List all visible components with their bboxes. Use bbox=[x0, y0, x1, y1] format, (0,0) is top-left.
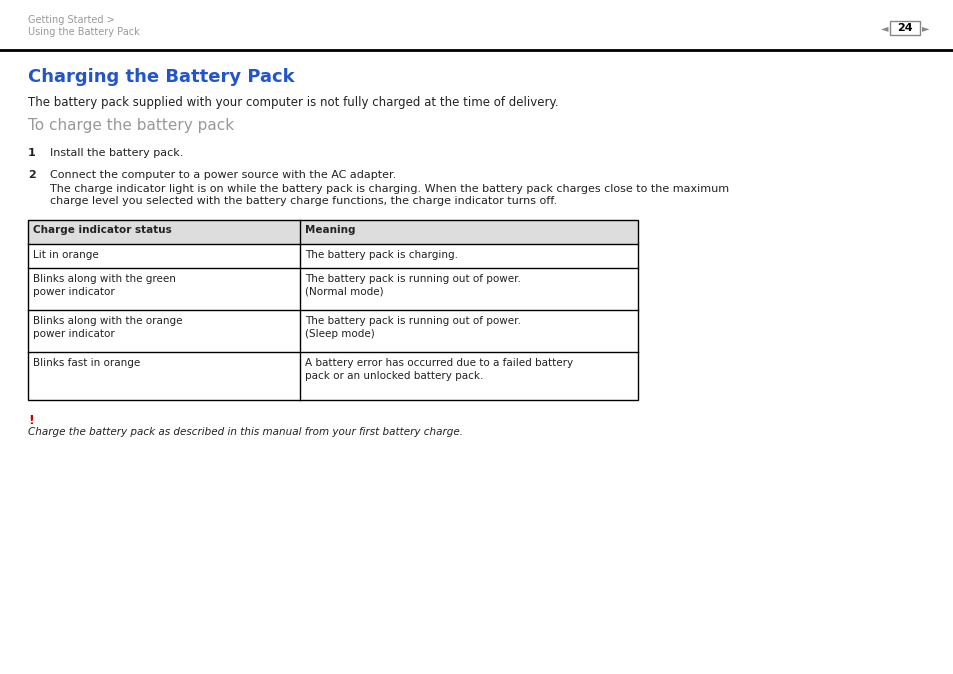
Bar bbox=[28, 220, 638, 400]
Text: charge level you selected with the battery charge functions, the charge indicato: charge level you selected with the batte… bbox=[50, 196, 557, 206]
Text: Using the Battery Pack: Using the Battery Pack bbox=[28, 27, 139, 37]
Text: 2: 2 bbox=[28, 170, 35, 180]
Text: The battery pack is charging.: The battery pack is charging. bbox=[305, 250, 457, 260]
Text: Charge the battery pack as described in this manual from your first battery char: Charge the battery pack as described in … bbox=[28, 427, 462, 437]
Text: The battery pack is running out of power.: The battery pack is running out of power… bbox=[305, 274, 520, 284]
Text: (Sleep mode): (Sleep mode) bbox=[305, 329, 375, 339]
Text: Getting Started >: Getting Started > bbox=[28, 15, 114, 25]
Text: ◄: ◄ bbox=[880, 23, 887, 33]
Text: Blinks fast in orange: Blinks fast in orange bbox=[33, 358, 140, 368]
Text: Install the battery pack.: Install the battery pack. bbox=[50, 148, 183, 158]
Text: 24: 24 bbox=[896, 23, 912, 33]
Text: Charge indicator status: Charge indicator status bbox=[33, 225, 172, 235]
Text: ►: ► bbox=[921, 23, 928, 33]
Text: Blinks along with the green: Blinks along with the green bbox=[33, 274, 175, 284]
Bar bbox=[28, 220, 638, 244]
Bar bbox=[889, 21, 919, 35]
Text: A battery error has occurred due to a failed battery: A battery error has occurred due to a fa… bbox=[305, 358, 573, 368]
Text: power indicator: power indicator bbox=[33, 329, 114, 339]
Text: Meaning: Meaning bbox=[305, 225, 355, 235]
Text: !: ! bbox=[28, 414, 33, 427]
Text: Connect the computer to a power source with the AC adapter.: Connect the computer to a power source w… bbox=[50, 170, 395, 180]
Text: Charging the Battery Pack: Charging the Battery Pack bbox=[28, 68, 294, 86]
Text: power indicator: power indicator bbox=[33, 287, 114, 297]
Text: (Normal mode): (Normal mode) bbox=[305, 287, 383, 297]
Text: 1: 1 bbox=[28, 148, 35, 158]
Text: The battery pack supplied with your computer is not fully charged at the time of: The battery pack supplied with your comp… bbox=[28, 96, 558, 109]
Text: The charge indicator light is on while the battery pack is charging. When the ba: The charge indicator light is on while t… bbox=[50, 184, 728, 194]
Text: Lit in orange: Lit in orange bbox=[33, 250, 99, 260]
Text: Blinks along with the orange: Blinks along with the orange bbox=[33, 316, 182, 326]
Text: To charge the battery pack: To charge the battery pack bbox=[28, 118, 233, 133]
Text: The battery pack is running out of power.: The battery pack is running out of power… bbox=[305, 316, 520, 326]
Text: pack or an unlocked battery pack.: pack or an unlocked battery pack. bbox=[305, 371, 483, 381]
